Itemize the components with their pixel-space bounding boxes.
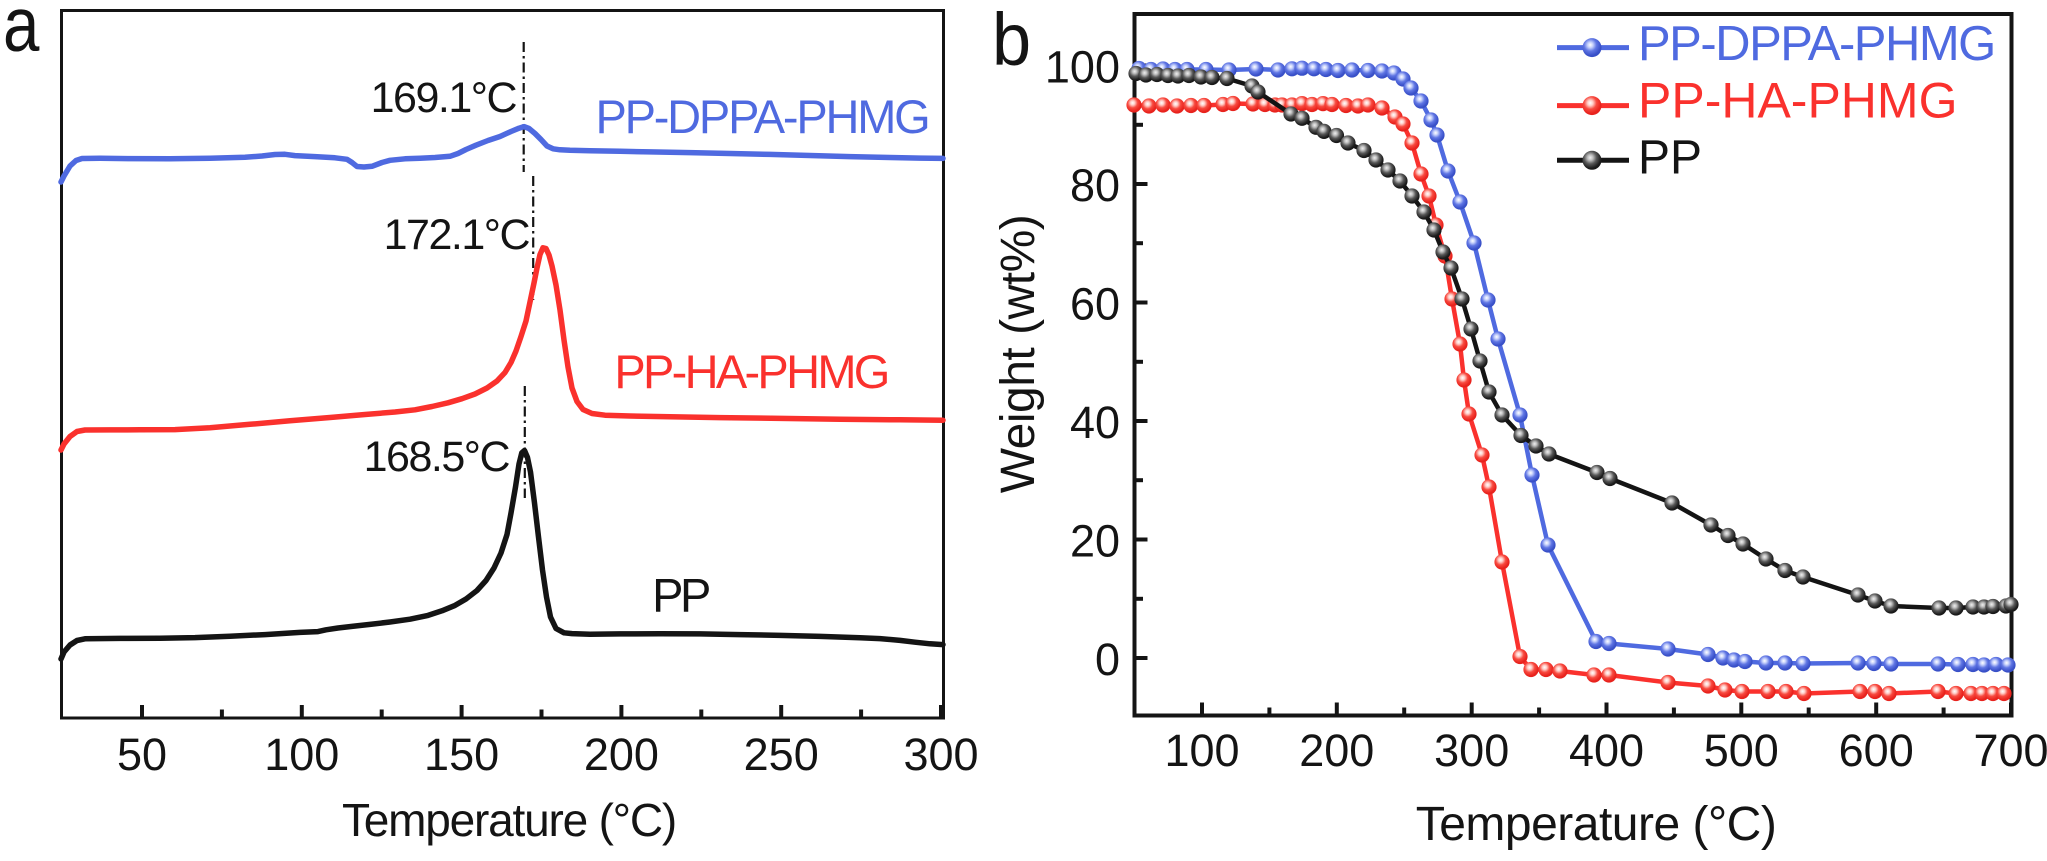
svg-text:0: 0 xyxy=(1095,634,1120,685)
svg-text:600: 600 xyxy=(1839,725,1914,776)
svg-text:Temperature (°C): Temperature (°C) xyxy=(1416,798,1777,851)
svg-text:300: 300 xyxy=(1434,725,1509,776)
svg-text:700: 700 xyxy=(1973,725,2047,776)
svg-text:PP-DPPA-PHMG: PP-DPPA-PHMG xyxy=(595,90,928,143)
svg-text:60: 60 xyxy=(1070,279,1120,330)
svg-text:Temperature (°C): Temperature (°C) xyxy=(342,794,676,846)
svg-text:100: 100 xyxy=(264,729,339,780)
svg-text:168.5°C: 168.5°C xyxy=(364,433,510,481)
svg-text:200: 200 xyxy=(1299,725,1374,776)
svg-text:300: 300 xyxy=(903,729,978,780)
svg-text:Weight (wt%): Weight (wt%) xyxy=(992,215,1045,494)
svg-text:PP: PP xyxy=(1638,132,1702,185)
svg-text:b: b xyxy=(992,0,1031,81)
svg-text:150: 150 xyxy=(424,729,499,780)
svg-text:50: 50 xyxy=(117,729,167,780)
svg-text:172.1°C: 172.1°C xyxy=(384,211,530,259)
svg-text:40: 40 xyxy=(1070,397,1120,448)
svg-text:80: 80 xyxy=(1070,160,1120,211)
svg-text:100: 100 xyxy=(1164,725,1239,776)
svg-text:PP-DPPA-PHMG: PP-DPPA-PHMG xyxy=(1638,17,1995,71)
svg-text:100: 100 xyxy=(1045,42,1120,93)
svg-text:PP-HA-PHMG: PP-HA-PHMG xyxy=(1638,73,1957,129)
svg-text:169.1°C: 169.1°C xyxy=(371,74,517,122)
svg-text:20: 20 xyxy=(1070,516,1120,567)
svg-text:400: 400 xyxy=(1569,725,1644,776)
svg-text:a: a xyxy=(3,0,40,68)
svg-text:PP: PP xyxy=(652,569,709,622)
svg-text:PP-HA-PHMG: PP-HA-PHMG xyxy=(614,345,887,398)
svg-text:200: 200 xyxy=(584,729,659,780)
svg-text:250: 250 xyxy=(744,729,819,780)
svg-text:500: 500 xyxy=(1704,725,1779,776)
